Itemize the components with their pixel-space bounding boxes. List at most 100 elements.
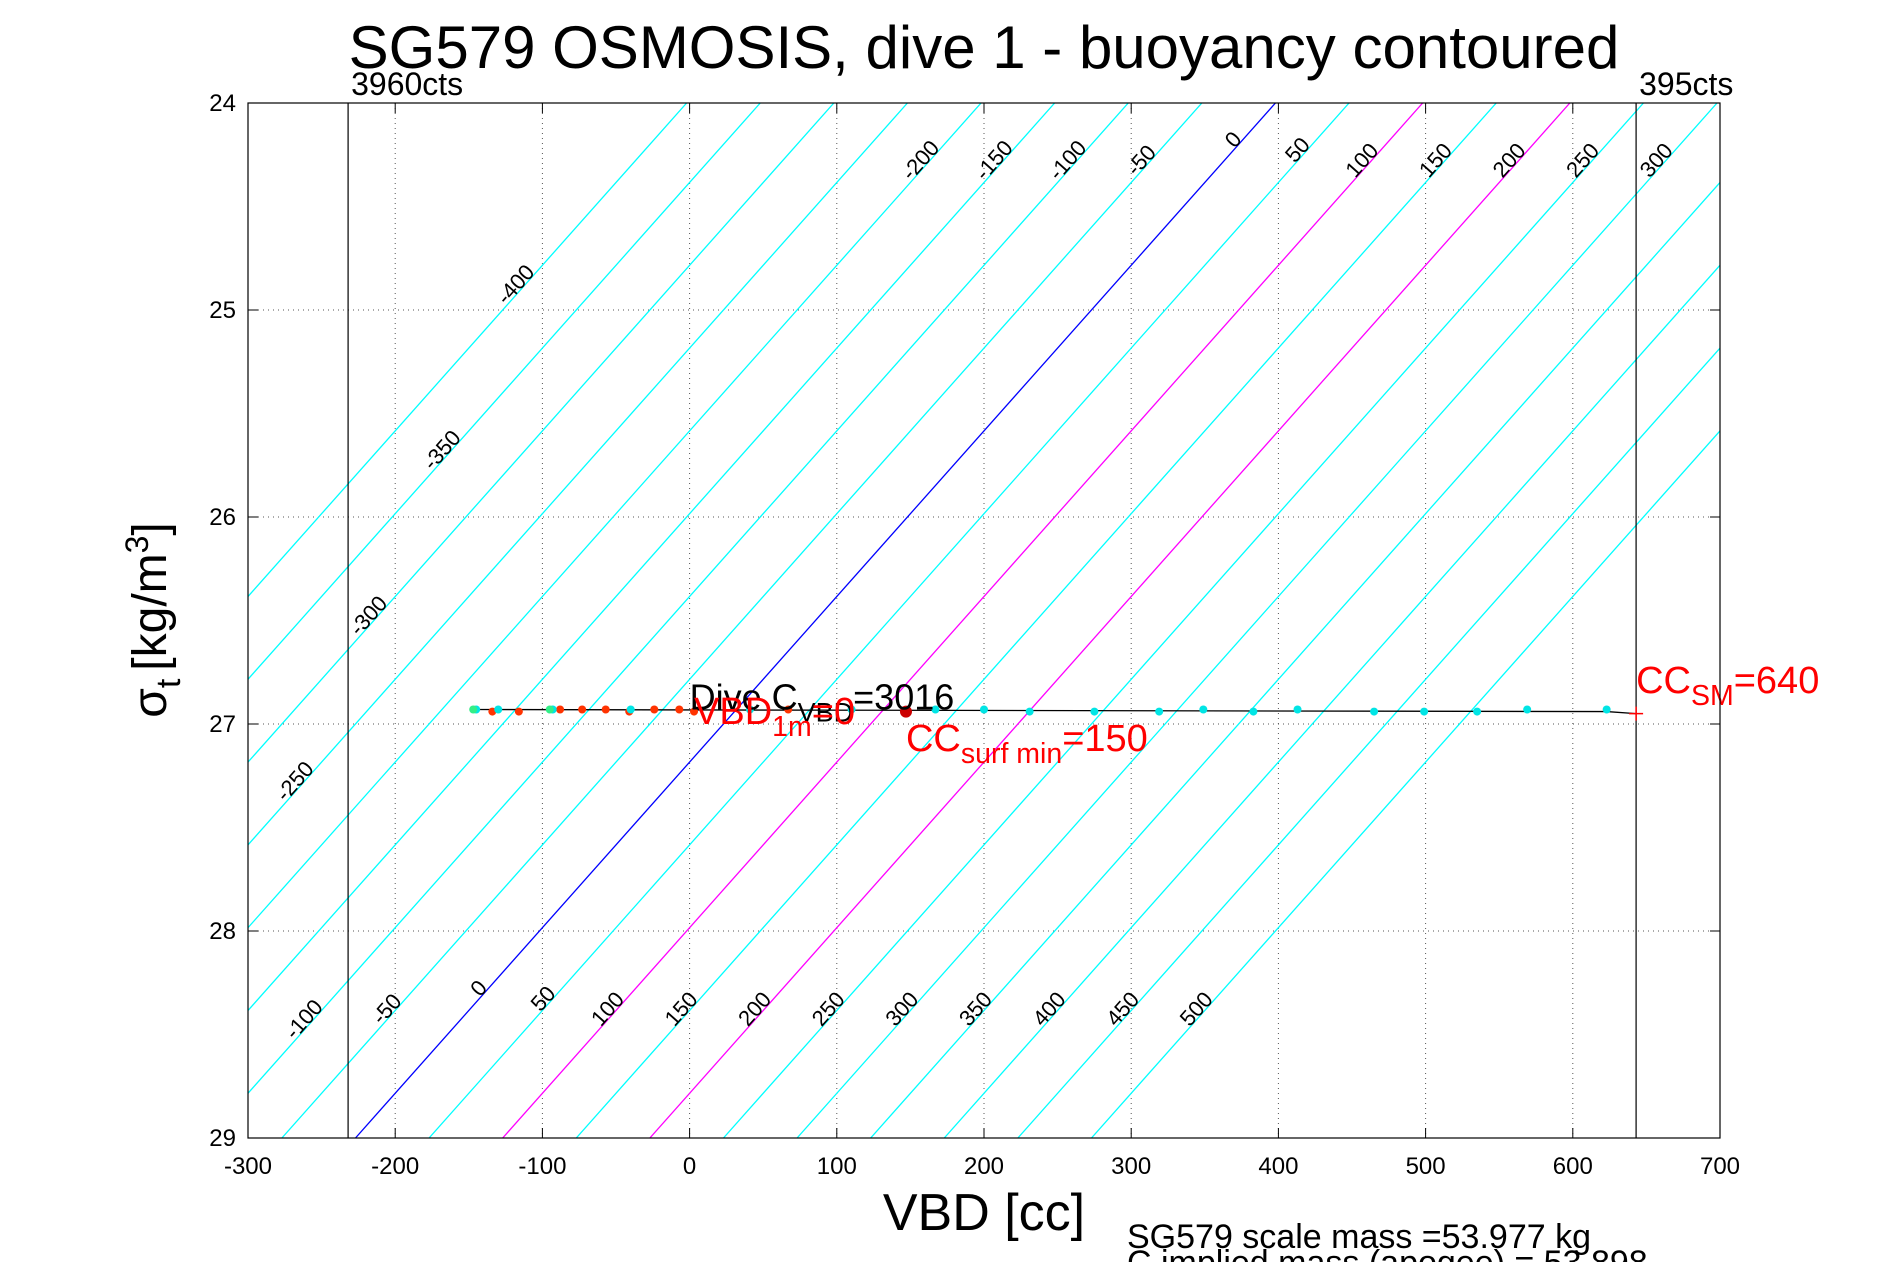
y-axis-label-symbol: σ: [124, 688, 177, 718]
annotation-main: CC: [1636, 660, 1691, 702]
contour-label: -100: [1043, 135, 1091, 185]
limit-label-right: 395cts: [1639, 66, 1733, 102]
contour-line: [722, 103, 1644, 1138]
contour-label: 250: [1561, 138, 1604, 182]
x-tick-label: -100: [518, 1153, 566, 1180]
x-tick-label: 100: [817, 1153, 857, 1180]
data-point: [1523, 705, 1532, 714]
annotation-sub: VBD: [798, 698, 854, 728]
contour-label: -150: [970, 135, 1018, 185]
annotation-ccsm: CCSM=640: [1636, 660, 1819, 712]
y-tick-label: 26: [209, 504, 236, 531]
limit-lines: 3960cts 395cts: [347, 66, 1733, 1138]
annotation-main: CC: [906, 718, 961, 760]
contour-line: [649, 103, 1571, 1138]
annotation-main: Dive C: [690, 677, 798, 718]
data-point: [601, 705, 610, 714]
contour-label: 500: [1175, 987, 1218, 1031]
data-point: [690, 707, 699, 716]
data-point: [847, 705, 856, 714]
contour-label: 250: [807, 987, 850, 1031]
annotation-value: =0: [812, 691, 855, 733]
data-point: [514, 707, 523, 716]
contour-label: 50: [526, 981, 561, 1016]
contour-label: 300: [1635, 138, 1678, 182]
contour-line: [502, 103, 1424, 1138]
marker-dot: [899, 705, 912, 718]
titles: SG579 OSMOSIS, dive 1 - buoyancy contour…: [119, 14, 1619, 1242]
annotation-main: VBD: [694, 691, 772, 733]
contour-label: 300: [880, 987, 923, 1031]
x-tick-label: -300: [224, 1153, 272, 1180]
y-tick-label: 29: [209, 1125, 236, 1152]
data-point: [1199, 705, 1208, 714]
annotation-value: =3016: [853, 677, 954, 718]
x-tick-label: 0: [683, 1153, 696, 1180]
contour-label: -50: [1121, 140, 1161, 180]
contour-line: [870, 181, 1720, 1138]
y-axis-label-close: ]: [124, 522, 177, 535]
mass-footnote: SG579 scale mass =53.977 kg C implied ma…: [1127, 1212, 1887, 1262]
contour-labels: -400-350-300-250-200 -150 -100 -500 50 100 150…: [271, 127, 1678, 1044]
contour-label: 100: [586, 987, 629, 1031]
x-tick-label: 600: [1553, 1153, 1593, 1180]
data-point: [1420, 707, 1429, 716]
marker-plus: [1629, 706, 1644, 721]
y-axis-label-subscript: t: [150, 678, 188, 688]
contour-label: 200: [1488, 138, 1531, 182]
data-point: [1293, 705, 1302, 714]
contour-label: -300: [344, 591, 392, 641]
contour-line: [248, 103, 835, 764]
contour-line: [796, 103, 1718, 1138]
data-points: [469, 705, 1644, 721]
contour-line: [1090, 429, 1720, 1138]
contour-line: [248, 103, 761, 681]
data-point: [931, 705, 940, 714]
tick-labels: -300 -200 -100 0 100 200 300 400 500 600 700 24 25 26…: [209, 90, 1740, 1180]
y-tick-label: 25: [209, 297, 236, 324]
contour-label: -100: [280, 994, 328, 1044]
x-tick-label: 300: [1111, 1153, 1151, 1180]
x-tick-label: 200: [964, 1153, 1004, 1180]
x-tick-label: -200: [371, 1153, 419, 1180]
contour-line: [943, 264, 1720, 1138]
data-point: [1473, 707, 1482, 716]
annotation-sub: SM: [1691, 680, 1734, 712]
data-point: [1249, 707, 1258, 716]
contour-label: -350: [418, 425, 466, 475]
contour-line: [248, 103, 982, 929]
x-tick-label: 700: [1700, 1153, 1740, 1180]
data-point: [784, 705, 793, 714]
data-point: [650, 705, 659, 714]
data-point: [1370, 707, 1379, 716]
track-line: [471, 708, 1637, 715]
contour-label: 450: [1101, 987, 1144, 1031]
data-point: [980, 705, 988, 714]
scale-mass-text: SG579 scale mass =53.977 kg: [1127, 1218, 1591, 1256]
contour-label: 50: [1280, 132, 1315, 167]
data-point: [1025, 707, 1034, 716]
contour-line: [1017, 347, 1720, 1138]
data-point: [1090, 707, 1099, 716]
y-tick-label: 27: [209, 711, 236, 738]
contour-line: [575, 103, 1497, 1138]
contour-line: [281, 103, 1203, 1138]
contour-label: 150: [660, 987, 703, 1031]
y-axis-label-superscript: 3: [119, 536, 155, 554]
data-point: [745, 705, 754, 714]
chart-title: SG579 OSMOSIS, dive 1 - buoyancy contour…: [349, 14, 1620, 81]
contour-label: 100: [1340, 138, 1383, 182]
contour-line: [248, 103, 1056, 1012]
contour-label: -200: [896, 135, 944, 185]
buoyancy-contours: [248, 103, 1720, 1138]
data-point: [578, 705, 587, 714]
x-axis-label: VBD [cc]: [883, 1184, 1085, 1242]
data-point: [556, 705, 565, 714]
x-tick-label: 400: [1258, 1153, 1298, 1180]
contour-label: 400: [1028, 987, 1071, 1031]
data-point: [1602, 705, 1611, 714]
contour-line: [354, 103, 1276, 1138]
axes: [247, 102, 1721, 1139]
